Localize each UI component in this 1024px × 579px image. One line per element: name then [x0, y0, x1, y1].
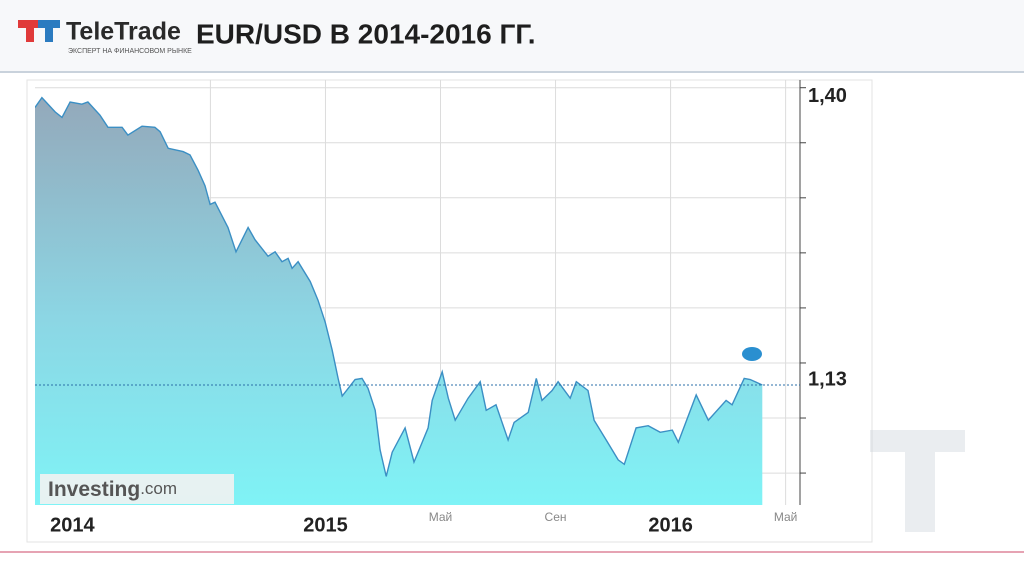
- y-tick-label: 1,40: [808, 85, 847, 107]
- x-tick-label: 2016: [648, 514, 693, 536]
- x-tick-label: 2015: [303, 514, 348, 536]
- logo-icon: [18, 20, 60, 42]
- logo: TeleTrade: [66, 18, 181, 46]
- source-name: Investing: [48, 478, 140, 501]
- watermark-logo: [870, 430, 965, 532]
- tagline: ЭКСПЕРТ НА ФИНАНСОВОМ РЫНКЕ: [68, 48, 192, 55]
- source-box: [40, 474, 234, 504]
- source: Investing.com: [48, 478, 177, 501]
- header-bg: [0, 0, 1024, 72]
- x-tick-label: 2014: [50, 514, 95, 536]
- x-tick-label-minor: Май: [774, 510, 798, 524]
- price-marker: [742, 346, 762, 361]
- plot: 1,13 1,40 2014 2015 2016 Май Сен Май Investing.c…: [35, 80, 847, 536]
- source-domain: .com: [140, 479, 177, 498]
- area: [35, 97, 763, 505]
- price-label: 1,13: [808, 368, 847, 390]
- x-tick-label-minor: Сен: [545, 510, 567, 524]
- x-tick-label-minor: Май: [429, 510, 453, 524]
- slide-title: EUR/USD В 2014-2016 ГГ.: [196, 18, 536, 49]
- line: [35, 96, 763, 477]
